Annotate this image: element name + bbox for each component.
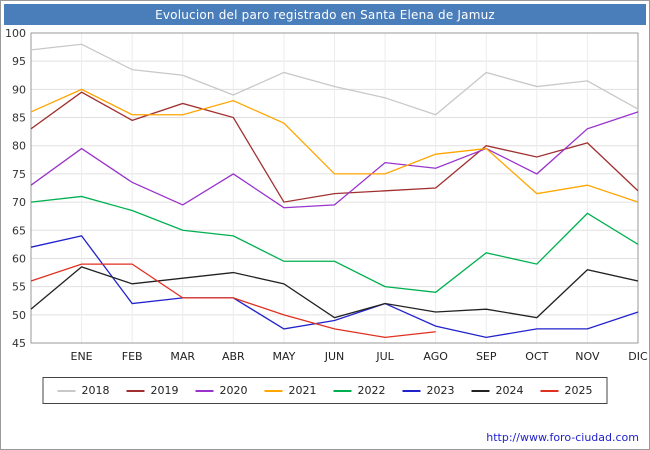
svg-text:60: 60 — [12, 252, 26, 265]
svg-text:MAY: MAY — [272, 350, 295, 363]
legend-item-2025: 2025 — [540, 384, 593, 397]
svg-text:SEP: SEP — [476, 350, 497, 363]
svg-text:JUN: JUN — [324, 350, 345, 363]
legend-label-2020: 2020 — [219, 384, 248, 397]
legend-label-2021: 2021 — [288, 384, 317, 397]
legend-label-2023: 2023 — [426, 384, 455, 397]
chart-title: Evolucion del paro registrado en Santa E… — [155, 7, 495, 22]
legend-swatch-2019 — [126, 389, 145, 392]
legend-label-2022: 2022 — [357, 384, 386, 397]
svg-text:65: 65 — [12, 224, 26, 237]
svg-text:45: 45 — [12, 337, 26, 350]
series-line-2025 — [30, 263, 436, 339]
legend-swatch-2023 — [402, 389, 421, 392]
legend: 2018 2019 2020 2021 2022 2023 2024 2025 — [42, 377, 608, 404]
series-line-2022 — [30, 195, 639, 293]
chart-canvas: 45 50 55 60 65 70 75 80 85 90 95 100 ENE FEB MAR ABR MAY… — [5, 27, 648, 363]
svg-text:AGO: AGO — [423, 350, 448, 363]
series-line-2019 — [30, 91, 639, 203]
chart-title-bar: Evolucion del paro registrado en Santa E… — [4, 4, 646, 25]
legend-swatch-2024 — [471, 389, 490, 392]
series-line-2024 — [30, 266, 639, 319]
legend-label-2019: 2019 — [150, 384, 179, 397]
svg-text:MAR: MAR — [170, 350, 195, 363]
series-line-2021 — [30, 88, 639, 203]
legend-label-2025: 2025 — [564, 384, 593, 397]
svg-text:FEB: FEB — [122, 350, 143, 363]
legend-label-2024: 2024 — [495, 384, 524, 397]
svg-text:JUL: JUL — [375, 350, 394, 363]
svg-text:85: 85 — [12, 112, 26, 125]
legend-item-2018: 2018 — [57, 384, 110, 397]
legend-label-2018: 2018 — [81, 384, 110, 397]
legend-item-2020: 2020 — [195, 384, 248, 397]
svg-text:ABR: ABR — [222, 350, 245, 363]
legend-swatch-2025 — [540, 389, 559, 392]
legend-item-2019: 2019 — [126, 384, 179, 397]
svg-text:70: 70 — [12, 196, 26, 209]
svg-text:75: 75 — [12, 168, 26, 181]
legend-swatch-2021 — [264, 389, 283, 392]
legend-swatch-2020 — [195, 389, 214, 392]
footer-url-link[interactable]: http://www.foro-ciudad.com — [486, 431, 639, 444]
legend-item-2021: 2021 — [264, 384, 317, 397]
svg-text:50: 50 — [12, 309, 26, 322]
series-line-2020 — [30, 111, 639, 209]
svg-text:ENE: ENE — [71, 350, 93, 363]
legend-item-2024: 2024 — [471, 384, 524, 397]
legend-swatch-2022 — [333, 389, 352, 392]
svg-text:100: 100 — [5, 27, 26, 40]
series-line-2018 — [30, 43, 639, 116]
legend-item-2023: 2023 — [402, 384, 455, 397]
svg-text:NOV: NOV — [575, 350, 600, 363]
svg-text:OCT: OCT — [525, 350, 548, 363]
svg-text:80: 80 — [12, 140, 26, 153]
legend-swatch-2018 — [57, 389, 76, 392]
series-line-2023 — [30, 235, 639, 339]
chart-area: 45 50 55 60 65 70 75 80 85 90 95 100 ENE FEB MAR ABR MAY… — [1, 25, 649, 365]
svg-text:90: 90 — [12, 83, 26, 96]
svg-text:DIC: DIC — [628, 350, 648, 363]
svg-text:55: 55 — [12, 281, 26, 294]
svg-text:95: 95 — [12, 55, 26, 68]
legend-item-2022: 2022 — [333, 384, 386, 397]
